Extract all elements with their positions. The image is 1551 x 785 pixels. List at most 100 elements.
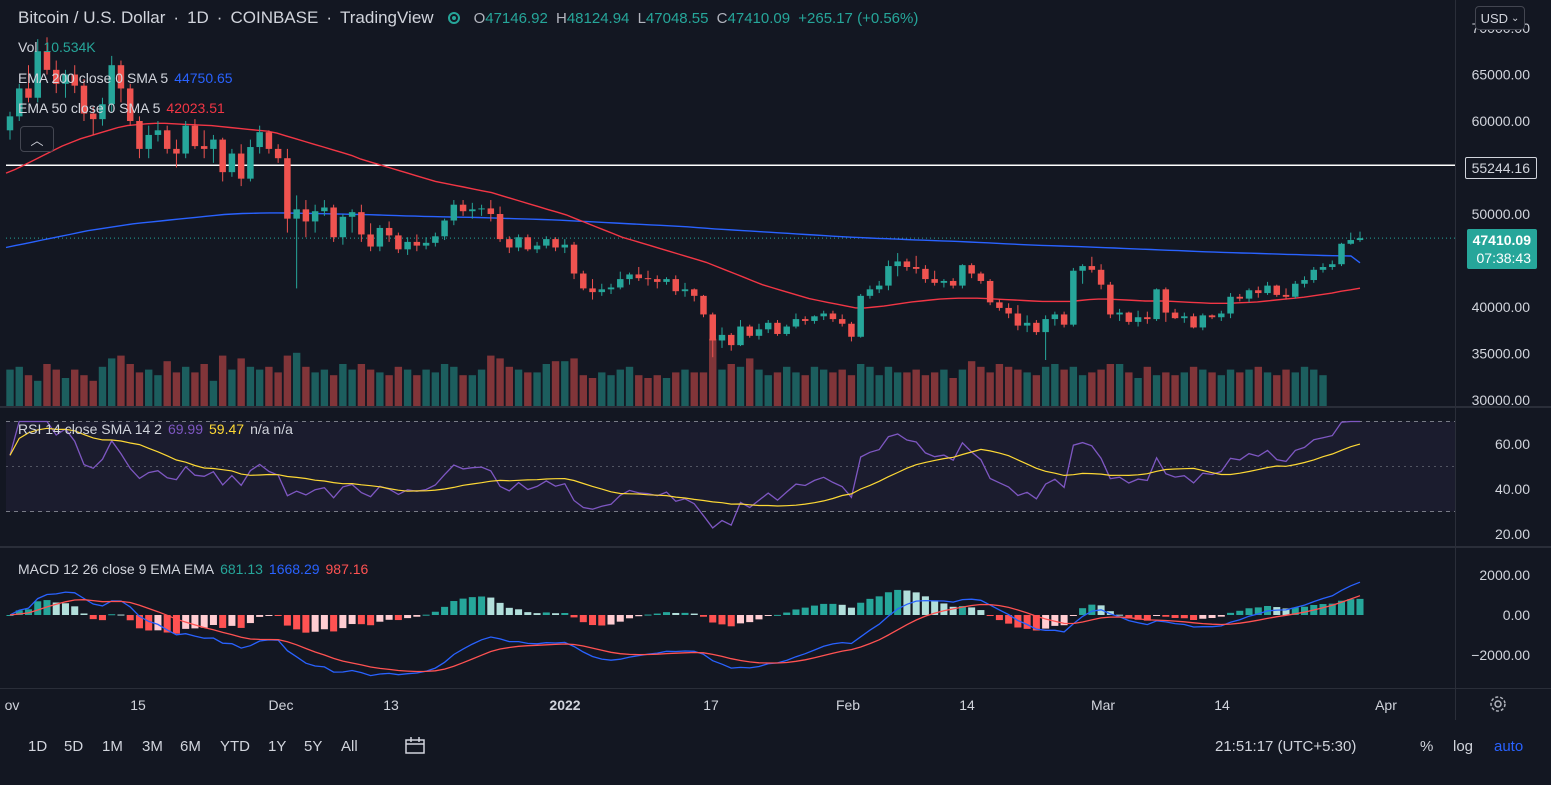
symbol-name[interactable]: Bitcoin / U.S. Dollar (18, 8, 166, 27)
volume-bar (320, 369, 329, 406)
volume-bar (496, 358, 504, 406)
candle-body (1144, 317, 1151, 320)
candle-body (219, 139, 226, 173)
candle-body (718, 334, 726, 341)
macd-line (9, 581, 1361, 677)
volume-bar (967, 361, 976, 406)
rsi-legend[interactable]: RSI 14 close SMA 14 2 69.99 59.47 n/a n/a (18, 421, 299, 437)
macd-histogram-bar (6, 615, 14, 616)
macd-histogram-bar (441, 606, 449, 615)
candle-body (182, 125, 189, 154)
volume-bar (709, 338, 717, 406)
ema200-legend[interactable]: EMA 200 close 0 SMA 5 44750.65 (18, 70, 239, 86)
timeframe-1m[interactable]: 1M (102, 738, 123, 755)
timeframe-1d[interactable]: 1D (28, 738, 48, 755)
main-chart-area[interactable]: 70000.0065000.0060000.0050000.0040000.00… (0, 0, 1551, 720)
volume-legend[interactable]: Vol 10.534K (18, 39, 102, 55)
volume-bar (1310, 369, 1318, 406)
auto-scale-toggle[interactable]: auto (1494, 738, 1524, 755)
macd-histogram-bar (524, 612, 532, 615)
macd-histogram-bar (690, 613, 698, 615)
settings-gear-icon[interactable] (1489, 695, 1507, 718)
candle-body (931, 279, 938, 283)
volume-bar (921, 375, 930, 406)
macd-legend[interactable]: MACD 12 26 close 9 EMA EMA 681.13 1668.29 9… (18, 561, 374, 577)
high-label: H (555, 9, 567, 27)
volume-bar (801, 375, 809, 406)
candle-body (136, 121, 143, 149)
macd-histogram-bar (431, 611, 439, 615)
volume-bar (200, 364, 208, 406)
candle-body (358, 212, 365, 235)
candle-body (469, 209, 476, 212)
macd-histogram-bar (320, 615, 328, 630)
candle-body (1181, 316, 1188, 319)
candle-body (1060, 314, 1068, 325)
volume-bar (727, 364, 735, 406)
macd-histogram-bar (1254, 607, 1262, 615)
vol-value: 10.534K (43, 39, 96, 55)
candle-body (459, 204, 467, 212)
macd-histogram-bar (200, 615, 208, 628)
macd-line-value: 1668.29 (268, 561, 320, 577)
bottom-toolbar (0, 720, 1551, 785)
timeframe-6m[interactable]: 6M (180, 738, 201, 755)
macd-histogram-bar (1171, 615, 1179, 618)
macd-histogram-bar (237, 615, 245, 628)
log-scale-toggle[interactable]: log (1453, 738, 1474, 755)
macd-histogram-bar (847, 607, 855, 615)
timeframe-5y[interactable]: 5Y (304, 738, 323, 755)
macd-histogram-bar (348, 615, 356, 625)
volume-bar (1106, 364, 1115, 406)
volume-bar (413, 375, 421, 406)
macd-histogram-bar (1162, 615, 1170, 617)
volume-bar (339, 364, 347, 406)
candle-body (284, 158, 291, 219)
timeframe-ytd[interactable]: YTD (220, 738, 250, 755)
timeframe-all[interactable]: All (341, 738, 358, 755)
timeframe-3m[interactable]: 3M (142, 738, 163, 755)
candle-body (145, 134, 152, 149)
candle-body (385, 227, 393, 236)
candle-body (478, 208, 485, 210)
macd-histogram-bar (838, 604, 846, 615)
volume-bar (477, 369, 486, 406)
currency-selector[interactable]: USD ⌄ (1475, 6, 1525, 30)
macd-histogram-bar (61, 603, 69, 615)
macd-histogram-bar (736, 615, 744, 624)
candle-body (903, 261, 911, 268)
macd-histogram-bar (1032, 615, 1040, 631)
candle-body (894, 261, 901, 267)
candle-body (302, 209, 310, 222)
macd-histogram-bar (376, 615, 384, 622)
candle-body (1051, 314, 1059, 320)
volume-bar (1245, 369, 1253, 406)
volume-bar (1300, 366, 1309, 406)
chart-canvas[interactable]: 70000.0065000.0060000.0050000.0040000.00… (0, 0, 1551, 720)
macd-histogram-bar (422, 614, 430, 616)
pane-separator (0, 546, 1551, 548)
candle-body (1310, 269, 1318, 281)
candle-body (1208, 315, 1216, 318)
candle-body (173, 148, 180, 154)
timeframe-5d[interactable]: 5D (64, 738, 84, 755)
volume-bar (949, 378, 957, 406)
volume-bar (755, 369, 763, 406)
candle-body (1301, 280, 1308, 284)
candle-body (561, 244, 569, 248)
timezone-clock[interactable]: 21:51:17 (UTC+5:30) (1215, 738, 1357, 755)
macd-histogram-bar (1060, 615, 1068, 626)
volume-bar (644, 378, 652, 406)
timeframe-1y[interactable]: 1Y (268, 738, 287, 755)
date-range-icon[interactable] (404, 736, 426, 760)
macd-histogram-bar (1023, 615, 1031, 629)
interval-label[interactable]: 1D (187, 8, 209, 27)
macd-histogram-bar (459, 598, 467, 615)
collapse-legend-button[interactable]: ︿ (20, 126, 54, 152)
volume-bar (930, 372, 939, 406)
percent-scale-toggle[interactable]: % (1420, 738, 1434, 755)
macd-histogram-bar (940, 603, 948, 615)
macd-histogram-bar (986, 615, 994, 616)
macd-histogram-bar (1116, 614, 1124, 616)
ema50-legend[interactable]: EMA 50 close 0 SMA 5 42023.51 (18, 100, 231, 116)
